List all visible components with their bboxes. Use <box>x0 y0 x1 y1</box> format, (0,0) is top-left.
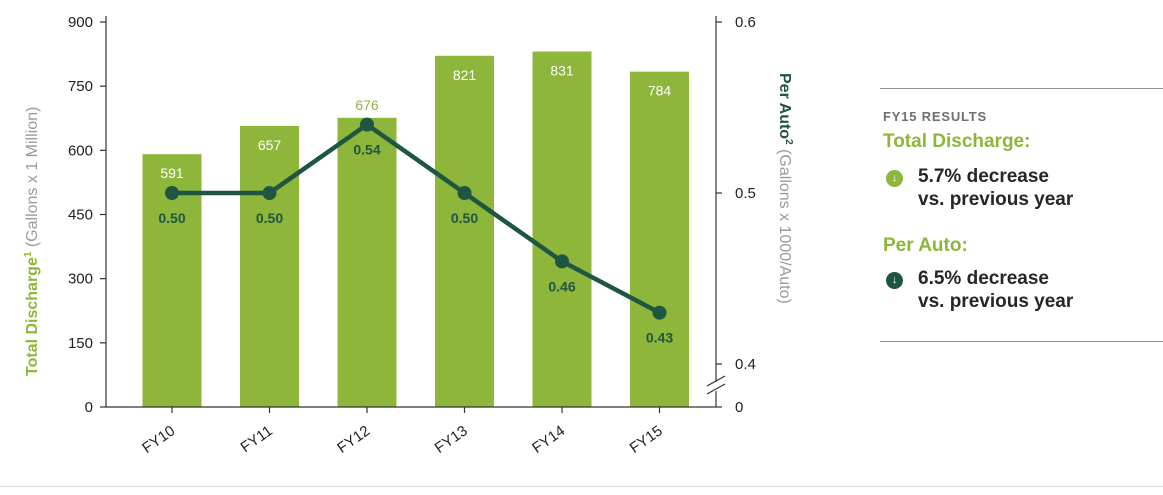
per-auto-line <box>172 122 661 315</box>
bar <box>240 125 299 407</box>
left-axis-title-sup: 1 <box>23 251 34 257</box>
left-tick-label: 600 <box>68 142 93 159</box>
down-arrow-circle-icon: ↓ <box>886 170 903 187</box>
right-axis-title-main: Per Auto <box>776 73 793 139</box>
total-discharge-label: Total Discharge: <box>883 131 1031 152</box>
right-break-label: 0 <box>735 399 743 416</box>
right-axis-title: Per Auto2 (Gallons x 1000/Auto) <box>776 73 794 304</box>
bar-series <box>142 51 689 408</box>
line-series: 0.50 0.50 0.54 0.50 0.46 0.43 <box>158 117 673 346</box>
auto-change-line2: vs. previous year <box>918 291 1074 312</box>
left-axis-title-main: Total Discharge <box>24 257 41 376</box>
bar <box>532 51 592 408</box>
line-point <box>652 305 667 320</box>
bar <box>435 55 494 408</box>
x-tick-label: FY13 <box>432 422 471 456</box>
line-value-label: 0.50 <box>451 210 478 226</box>
line-value-label: 0.54 <box>353 142 380 158</box>
x-tick-label: FY14 <box>529 422 568 456</box>
total-change-line2: vs. previous year <box>918 189 1074 210</box>
axis-break-mark <box>706 375 726 387</box>
bar-value-label: 591 <box>160 165 184 181</box>
bar-value-label: 821 <box>453 67 477 83</box>
right-tick-label: 0.6 <box>735 14 756 31</box>
x-tick-label: FY15 <box>627 422 666 456</box>
right-tick-label: 0.5 <box>735 185 756 202</box>
bar <box>337 117 397 408</box>
left-tick-label: 450 <box>68 207 93 224</box>
line-point <box>262 186 277 200</box>
right-axis-title-unit: (Gallons x 1000/Auto) <box>776 145 793 304</box>
total-change-line1: 5.7% decrease <box>918 166 1049 187</box>
left-tick-label: 300 <box>68 271 93 288</box>
right-axis-title-sup: 2 <box>783 139 794 145</box>
line-point <box>360 117 374 132</box>
left-axis-title: Total Discharge1 (Gallons x 1 Million) <box>23 107 41 376</box>
left-tick-label: 900 <box>68 14 93 31</box>
auto-change-line1: 6.5% decrease <box>918 268 1049 289</box>
line-value-label: 0.50 <box>158 210 185 226</box>
x-tick-label: FY11 <box>238 422 276 456</box>
x-tick-label: FY12 <box>334 422 373 456</box>
left-tick-label: 0 <box>85 399 93 416</box>
bar-value-label: 657 <box>258 137 282 153</box>
bar-value-label: 676 <box>355 97 379 113</box>
line-value-label: 0.46 <box>548 278 575 294</box>
left-tick-label: 150 <box>68 335 93 352</box>
results-panel: FY15 RESULTS Total Discharge: ↓ 5.7% dec… <box>880 88 1163 342</box>
bar-value-label: 831 <box>550 63 574 79</box>
results-heading: FY15 RESULTS <box>883 109 987 124</box>
left-tick-label: 750 <box>68 78 93 95</box>
bar <box>630 71 689 407</box>
down-arrow-circle-icon: ↓ <box>886 272 903 289</box>
x-tick-label: FY10 <box>139 422 178 456</box>
bottom-divider <box>0 486 1163 487</box>
left-axis-title-unit: (Gallons x 1 Million) <box>24 107 41 252</box>
line-value-label: 0.43 <box>646 330 673 346</box>
axis-titles: Total Discharge1 (Gallons x 1 Million) Pe… <box>23 73 794 376</box>
per-auto-label: Per Auto: <box>883 235 968 256</box>
bar-labels: 591 657 676 821 831 784 <box>160 63 671 182</box>
right-tick-label: 0.4 <box>735 356 756 373</box>
axis-break-mark <box>706 383 726 395</box>
line-point <box>165 186 179 200</box>
line-point <box>457 186 472 200</box>
bar-value-label: 784 <box>648 83 672 99</box>
line-point <box>555 254 569 269</box>
line-value-label: 0.50 <box>256 210 283 226</box>
